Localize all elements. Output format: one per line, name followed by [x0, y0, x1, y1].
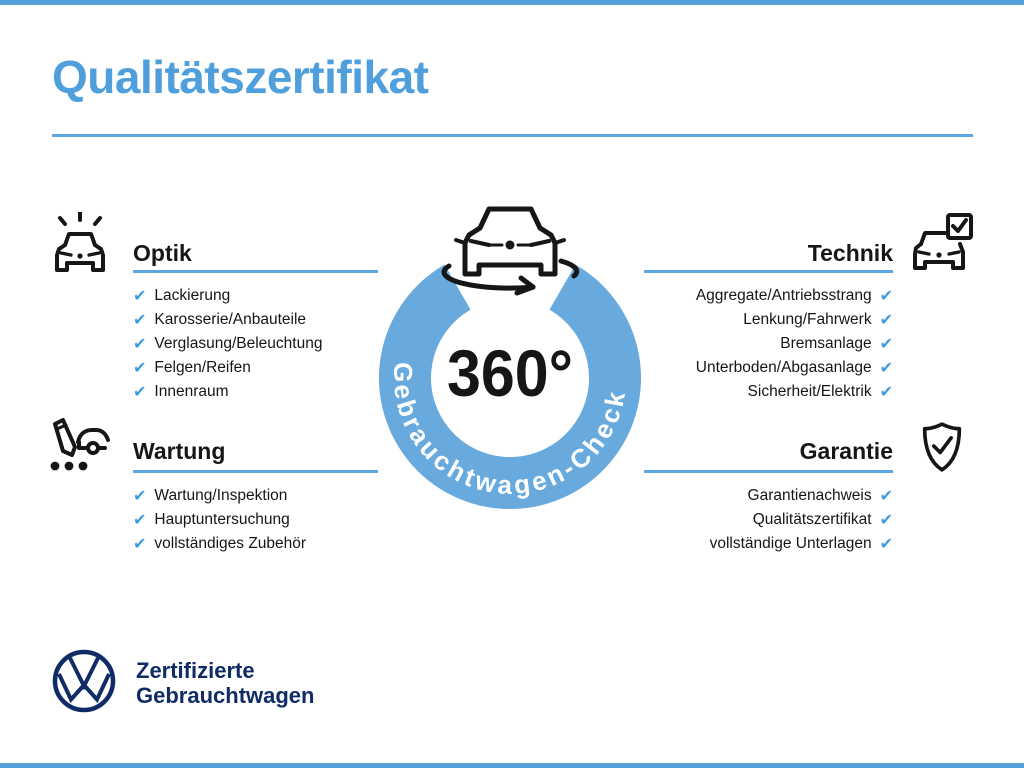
section-divider-technik — [644, 270, 893, 273]
section-divider-optik — [133, 270, 378, 273]
car-rotate-icon — [441, 206, 580, 296]
checklist-item: Bremsanlage ✔ — [600, 332, 893, 356]
check-icon: ✔ — [879, 310, 893, 329]
checklist-item: Lenkung/Fahrwerk ✔ — [600, 308, 893, 332]
section-heading-technik: Technik — [807, 240, 893, 266]
check-icon: ✔ — [879, 534, 893, 553]
checklist-item: ✔ Wartung/Inspektion — [133, 484, 413, 508]
check-icon: ✔ — [133, 310, 147, 329]
checklist-item-label: vollständiges Zubehör — [154, 535, 307, 552]
badge-360-text: 360° — [447, 336, 573, 410]
checklist-item-label: Sicherheit/Elektrik — [747, 383, 872, 400]
360-check-badge: 360° Gebrauchtwagen-Check — [379, 206, 641, 509]
check-icon: ✔ — [133, 334, 147, 353]
checklist-item-label: Felgen/Reifen — [154, 359, 251, 376]
checklist-item: Garantienachweis ✔ — [600, 484, 893, 508]
checklist-item-label: Wartung/Inspektion — [154, 487, 288, 504]
checklist-item-label: Qualitätszertifikat — [752, 511, 872, 528]
vw-logo — [52, 649, 116, 713]
section-heading-garantie: Garantie — [799, 438, 893, 464]
checklist-wartung: ✔ Wartung/Inspektion ✔ Hauptuntersuchung ✔ vo… — [133, 484, 413, 556]
checklist-item: ✔ Innenraum — [133, 380, 413, 404]
badge-ring — [379, 264, 641, 509]
checklist-item: Qualitätszertifikat ✔ — [600, 508, 893, 532]
checklist-technik: Aggregate/Antriebsstrang ✔ Lenkung/Fahrwer… — [600, 284, 893, 404]
check-icon: ✔ — [879, 286, 893, 305]
check-icon: ✔ — [133, 486, 147, 505]
checklist-item-label: Unterboden/Abgasanlage — [695, 359, 872, 376]
check-icon: ✔ — [879, 358, 893, 377]
checklist-item: vollständige Unterlagen ✔ — [600, 532, 893, 556]
checklist-item-label: Aggregate/Antriebsstrang — [695, 287, 872, 304]
checklist-item-label: Hauptuntersuchung — [154, 511, 290, 528]
checklist-item: ✔ Lackierung — [133, 284, 413, 308]
top-edge-rule — [0, 0, 1024, 5]
checklist-garantie: Garantienachweis ✔ Qualitätszertifikat ✔ vol… — [600, 484, 893, 556]
checklist-item-label: Bremsanlage — [780, 335, 872, 352]
car-shine-icon — [55, 212, 105, 272]
brand-line-2: Gebrauchtwagen — [136, 683, 315, 708]
check-icon: ✔ — [879, 382, 893, 401]
check-icon: ✔ — [879, 486, 893, 505]
checklist-item-label: Lenkung/Fahrwerk — [743, 311, 872, 328]
checklist-item: ✔ Hauptuntersuchung — [133, 508, 413, 532]
checklist-item: ✔ Felgen/Reifen — [133, 356, 413, 380]
checklist-item: Unterboden/Abgasanlage ✔ — [600, 356, 893, 380]
checklist-item: ✔ vollständiges Zubehör — [133, 532, 413, 556]
check-icon: ✔ — [879, 334, 893, 353]
checklist-item-label: Garantienachweis — [747, 487, 872, 504]
checklist-item-label: Innenraum — [154, 383, 229, 400]
section-heading-optik: Optik — [133, 240, 192, 266]
section-heading-wartung: Wartung — [133, 438, 226, 464]
check-icon: ✔ — [133, 382, 147, 401]
section-divider-garantie — [644, 470, 893, 473]
check-icon: ✔ — [133, 358, 147, 377]
shield-check-icon — [922, 422, 962, 472]
checklist-item: Sicherheit/Elektrik ✔ — [600, 380, 893, 404]
check-icon: ✔ — [133, 510, 147, 529]
check-icon: ✔ — [879, 510, 893, 529]
checklist-item-label: Lackierung — [154, 287, 231, 304]
checklist-item-label: vollständige Unterlagen — [709, 535, 872, 552]
checklist-item: Aggregate/Antriebsstrang ✔ — [600, 284, 893, 308]
brand-line-1: Zertifizierte — [136, 658, 255, 683]
title-divider — [52, 134, 973, 137]
checklist-item-label: Verglasung/Beleuchtung — [154, 335, 323, 352]
checklist-optik: ✔ Lackierung ✔ Karosserie/Anbauteile ✔ Vergla… — [133, 284, 413, 404]
car-checkbox-icon — [913, 213, 973, 270]
checklist-item: ✔ Verglasung/Beleuchtung — [133, 332, 413, 356]
brand-text: Zertifizierte Gebrauchtwagen — [136, 658, 314, 708]
check-icon: ✔ — [133, 286, 147, 305]
checklist-item: ✔ Karosserie/Anbauteile — [133, 308, 413, 332]
bottom-edge-rule — [0, 763, 1024, 768]
service-checklist-icon — [50, 418, 110, 471]
page-title: Qualitätszertifikat — [52, 51, 429, 103]
section-divider-wartung — [133, 470, 378, 473]
checklist-item-label: Karosserie/Anbauteile — [154, 311, 307, 328]
check-icon: ✔ — [133, 534, 147, 553]
